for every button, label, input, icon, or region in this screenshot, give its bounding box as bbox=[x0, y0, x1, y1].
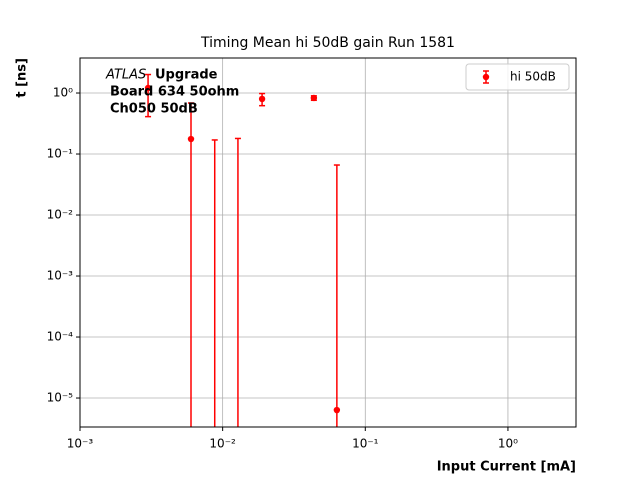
y-tick-label: 10⁰ bbox=[53, 86, 73, 100]
y-axis-label: t [ns] bbox=[15, 58, 30, 98]
y-tick-label: 10⁻⁴ bbox=[47, 330, 74, 344]
legend-label: hi 50dB bbox=[510, 70, 556, 84]
legend-marker bbox=[482, 73, 490, 81]
annotation: Ch050 50dB bbox=[110, 102, 198, 117]
annotation: ATLAS bbox=[105, 68, 146, 83]
grid: 10⁻³ 10⁻² 10⁻¹ 10⁰ 10⁻⁵ 10⁻⁴ 10⁻³ 10⁻² 10⁻¹ 10⁰ bbox=[47, 58, 576, 451]
legend-box bbox=[465, 63, 570, 91]
y-tick-label: 10⁻¹ bbox=[47, 147, 74, 161]
x-axis-label: Input Current [mA] bbox=[437, 460, 576, 475]
data-point bbox=[187, 135, 195, 143]
axes-frame bbox=[79, 57, 577, 428]
annotation: Upgrade bbox=[155, 68, 218, 83]
y-tick-label: 10⁻⁵ bbox=[47, 391, 74, 405]
annotation: Board 634 50ohm bbox=[110, 85, 239, 100]
x-tick-label: 10⁻¹ bbox=[352, 437, 379, 451]
y-tick-label: 10⁻² bbox=[47, 208, 74, 222]
data-point bbox=[310, 94, 318, 102]
data-point bbox=[333, 406, 341, 414]
plot-area bbox=[144, 73, 341, 427]
data-point bbox=[258, 95, 266, 103]
data-point bbox=[144, 84, 152, 92]
x-tick-label: 10⁰ bbox=[498, 437, 518, 451]
y-tick-label: 10⁻³ bbox=[47, 269, 74, 283]
legend: hi 50dB bbox=[465, 63, 570, 91]
x-tick-label: 10⁻³ bbox=[67, 437, 94, 451]
x-tick-label: 10⁻² bbox=[209, 437, 236, 451]
chart-title: Timing Mean hi 50dB gain Run 1581 bbox=[200, 35, 455, 51]
